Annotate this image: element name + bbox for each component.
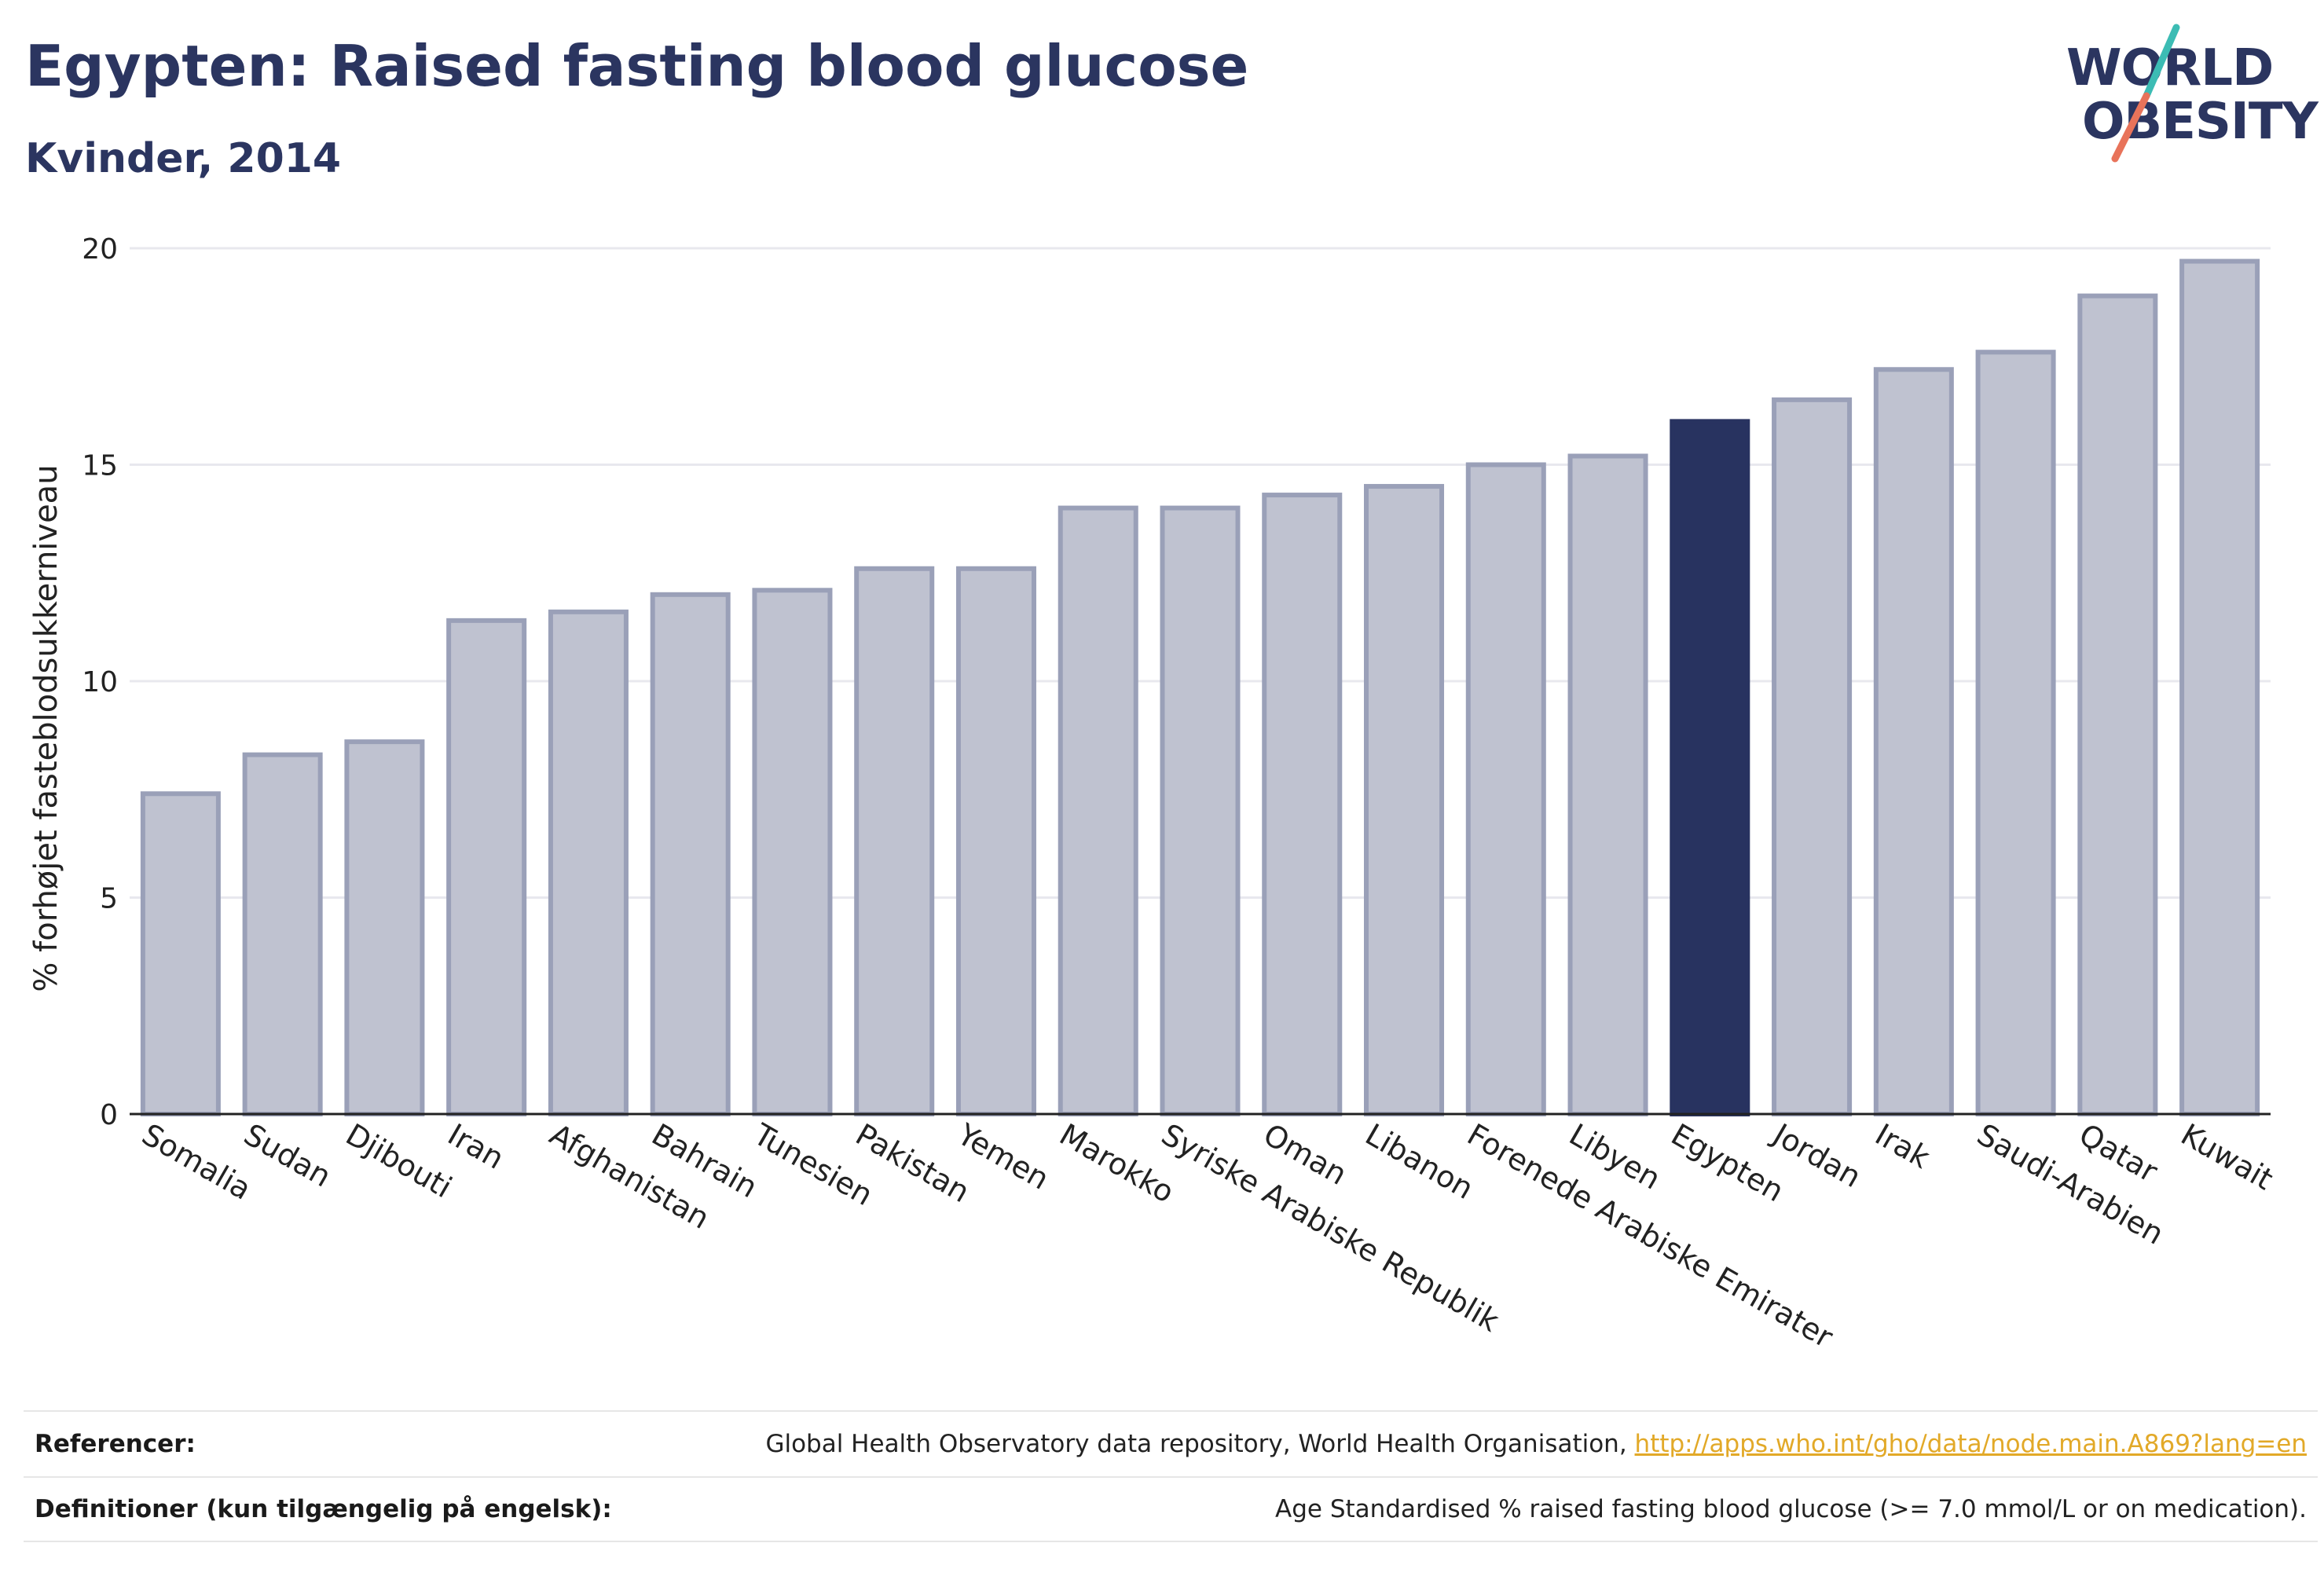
footer-table: Referencer: Global Health Observatory da… [24,1410,2318,1542]
bar [1567,453,1648,1117]
definitions-text: Age Standardised % raised fasting blood … [1275,1495,2307,1523]
bar [242,752,323,1116]
bar [1772,397,1853,1117]
bar [140,791,221,1116]
bar [446,618,527,1116]
bar [650,592,731,1116]
bar [1873,367,1954,1116]
definitions-row: Definitioner (kun tilgængelig på engelsk… [24,1476,2318,1542]
bar [1670,419,1750,1116]
x-tick-label: Iran [442,1117,510,1176]
y-tick-label: 10 [82,666,118,698]
y-tick-label: 20 [82,233,118,266]
chart-subtitle: Kvinder, 2014 [25,135,342,182]
x-tick-label: Irak [1869,1117,1935,1175]
references-label: Referencer: [35,1430,196,1458]
x-tick-label: Djibouti [340,1117,458,1205]
bar [1160,505,1241,1117]
references-value: Global Health Observatory data repositor… [765,1430,2307,1458]
y-tick-label: 15 [82,450,118,482]
definitions-label: Definitioner (kun tilgængelig på engelsk… [35,1495,612,1523]
bar [752,588,833,1117]
bar-chart: 0 5 10 15 20 % forhøjet fasteblodsukkerniveau… [28,233,2279,1354]
bar [1058,505,1138,1117]
references-text: Global Health Observatory data repositor… [765,1430,1635,1458]
bar [1262,493,1343,1116]
y-tick-label: 0 [100,1099,118,1131]
world-obesity-logo: WORLD OBESITY [2058,24,2319,165]
x-tick-label: Somalia [136,1117,257,1207]
bar [955,566,1036,1116]
bar [2179,258,2260,1116]
bar [344,739,425,1116]
bar [1364,484,1445,1116]
bar [548,609,629,1116]
x-tick-label: Egypten [1666,1117,1790,1209]
references-row: Referencer: Global Health Observatory da… [24,1410,2318,1476]
y-axis-label: % forhøjet fasteblodsukkerniveau [28,464,64,991]
bar [1465,462,1546,1116]
logo-slash-icon [2111,24,2180,163]
y-tick-label: 5 [100,883,118,915]
x-tick-label: Libanon [1360,1117,1479,1206]
x-tick-label: Kuwait [2176,1117,2279,1197]
bar [854,566,935,1116]
bar [2077,293,2158,1117]
x-tick-label: Marokko [1054,1117,1180,1210]
bar [1975,350,2056,1117]
chart-title: Egypten: Raised fasting blood glucose [25,33,1249,99]
references-link[interactable]: http://apps.who.int/gho/data/node.main.A… [1634,1430,2307,1458]
